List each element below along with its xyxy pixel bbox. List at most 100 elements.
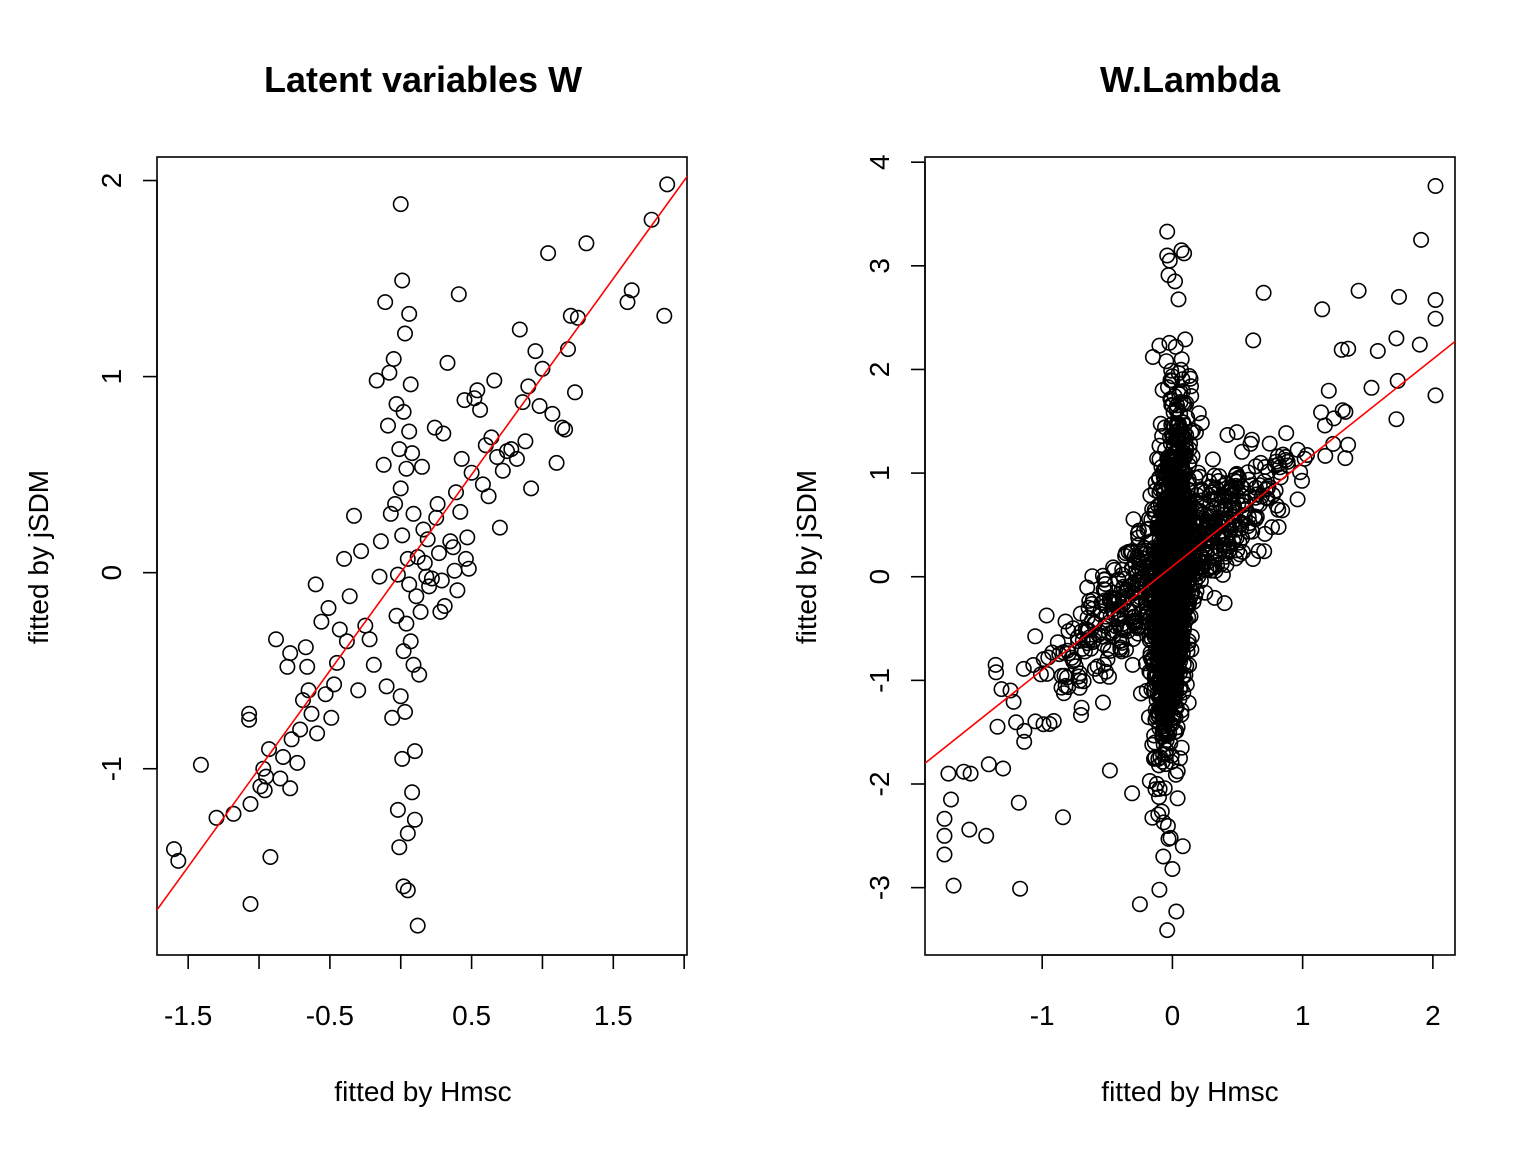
data-point [936,846,953,863]
data-point [659,176,676,193]
data-point [402,376,419,393]
data-point [439,354,456,371]
data-point [1095,694,1112,711]
data-point [242,795,259,812]
data-point [1163,657,1180,674]
reference-line [925,340,1455,765]
data-point [469,382,486,399]
y-tick-label: 2 [864,362,895,378]
data-point [1299,446,1316,463]
data-point [1151,881,1168,898]
data-point [1154,539,1171,556]
data-point [429,495,446,512]
x-tick-label: 2 [1425,1000,1441,1031]
data-point [1182,435,1199,452]
y-axis: -3 -2 -1 0 1 2 3 4 [864,154,926,900]
y-tick-label: 0 [864,569,895,585]
data-point [1141,628,1158,645]
data-point [433,572,450,589]
data-point [1158,690,1175,707]
data-point [1427,387,1444,404]
data-point [1162,673,1179,690]
data-point [1206,467,1223,484]
data-point [1152,415,1169,432]
data-point [1100,641,1117,658]
data-point [1065,653,1082,670]
data-point [942,791,959,808]
data-point [1090,626,1107,643]
data-point [1163,747,1180,764]
data-point [619,294,636,311]
data-point [1204,451,1221,468]
data-point [1165,404,1182,421]
data-point [1027,713,1044,730]
data-point [1201,487,1218,504]
data-point [449,582,466,599]
data-point [460,560,477,577]
data-point [1151,674,1168,691]
data-point [1264,519,1281,536]
data-point [404,784,421,801]
data-point [406,811,423,828]
data-point [1173,739,1190,756]
data-point [1166,436,1183,453]
data-point [1151,669,1168,686]
data-point [391,839,408,856]
data-point [1255,284,1272,301]
data-point [1162,605,1179,622]
data-point [1333,341,1350,358]
data-point [1176,245,1193,262]
data-point [1187,557,1204,574]
data-point [1086,660,1103,677]
data-point [1141,585,1158,602]
data-point [450,286,467,303]
data-point [1278,425,1295,442]
data-point [1161,334,1178,351]
data-point [1174,838,1191,855]
data-point [1159,817,1176,834]
data-point [282,780,299,797]
data-point [940,765,957,782]
data-point [1247,458,1264,475]
data-point [1209,556,1226,573]
y-tick-label: -1 [96,756,127,781]
data-point [1045,712,1062,729]
data-point [1206,589,1223,606]
data-point [961,821,978,838]
data-point [1144,809,1161,826]
data-point [1169,623,1186,640]
x-tick-label: 0 [1165,1000,1181,1031]
data-point [566,384,583,401]
data-point [307,576,324,593]
data-point [1008,714,1025,731]
data-point [1038,607,1055,624]
data-point [401,305,418,322]
data-point [1146,734,1163,751]
data-point [1164,468,1181,485]
data-point [1218,556,1235,573]
data-point [1127,554,1144,571]
data-point [1363,379,1380,396]
data-point [1314,301,1331,318]
data-point [1166,539,1183,556]
data-point [980,756,997,773]
data-point [398,460,415,477]
data-point [1215,537,1232,554]
data-point [1154,659,1171,676]
data-point [1093,594,1110,611]
data-point [1168,903,1185,920]
data-point [1057,613,1074,630]
data-point [1173,361,1190,378]
data-point [267,631,284,648]
data-point [1142,644,1159,661]
data-point [368,372,385,389]
data-point [372,533,389,550]
data-point [395,403,412,420]
data-point [1079,635,1096,652]
data-point [371,568,388,585]
data-point [406,743,423,760]
x-axis: -1.5 -0.5 0.5 1.5 [164,954,685,1031]
data-point [1170,470,1187,487]
data-point [413,458,430,475]
